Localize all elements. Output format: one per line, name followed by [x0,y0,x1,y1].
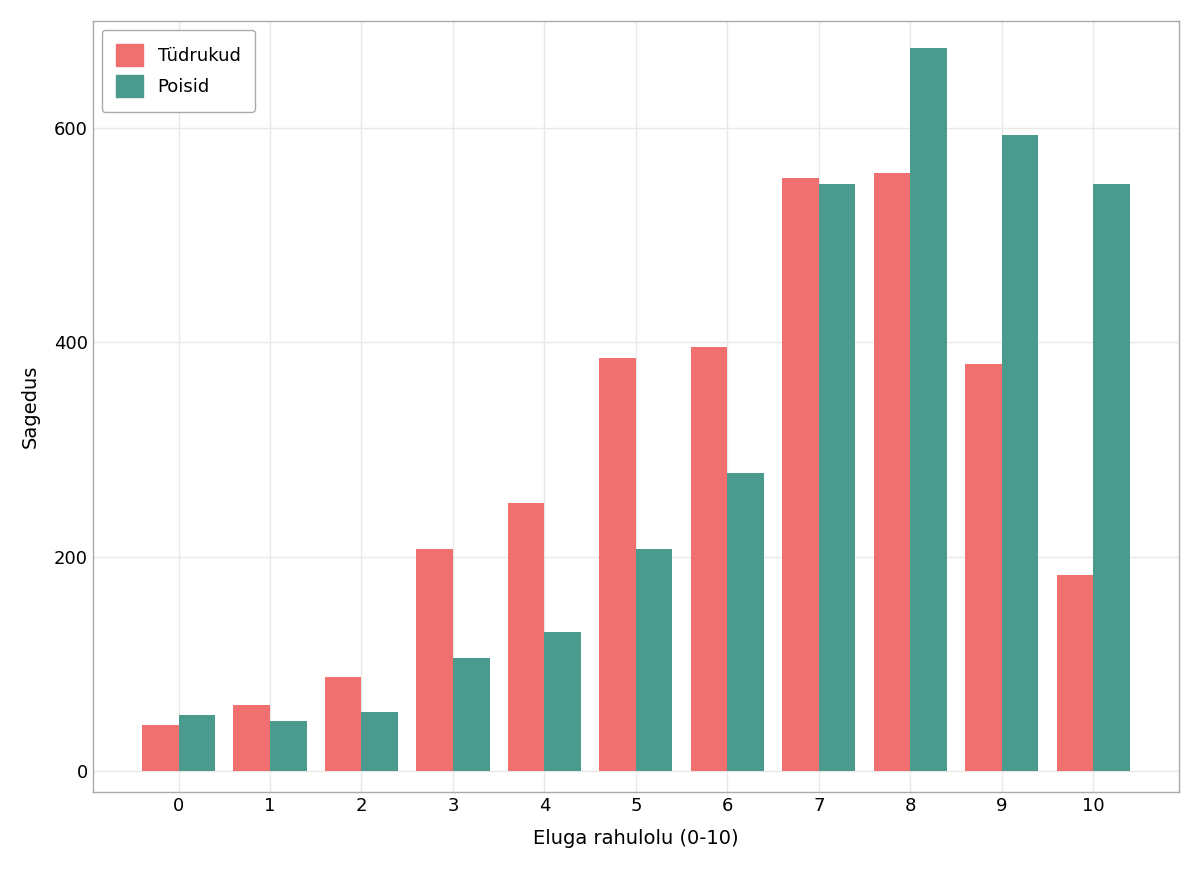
Y-axis label: Sagedus: Sagedus [20,365,40,448]
Bar [325,677,361,771]
Bar [416,549,452,771]
Bar [234,705,270,771]
Bar [1002,136,1038,771]
Bar [636,549,672,771]
Bar [874,173,911,771]
Legend: Tüdrukud, Poisid: Tüdrukud, Poisid [102,30,254,112]
Bar [1057,575,1093,771]
Bar [818,183,856,771]
X-axis label: Eluga rahulolu (0-10): Eluga rahulolu (0-10) [533,829,739,848]
Bar [179,715,215,771]
Bar [1093,183,1129,771]
Bar [727,473,764,771]
Bar [782,178,818,771]
Bar [361,712,398,771]
Bar [142,725,179,771]
Bar [545,632,581,771]
Bar [691,347,727,771]
Bar [508,503,545,771]
Bar [599,358,636,771]
Bar [452,659,490,771]
Bar [965,364,1002,771]
Bar [911,48,947,771]
Bar [270,720,307,771]
